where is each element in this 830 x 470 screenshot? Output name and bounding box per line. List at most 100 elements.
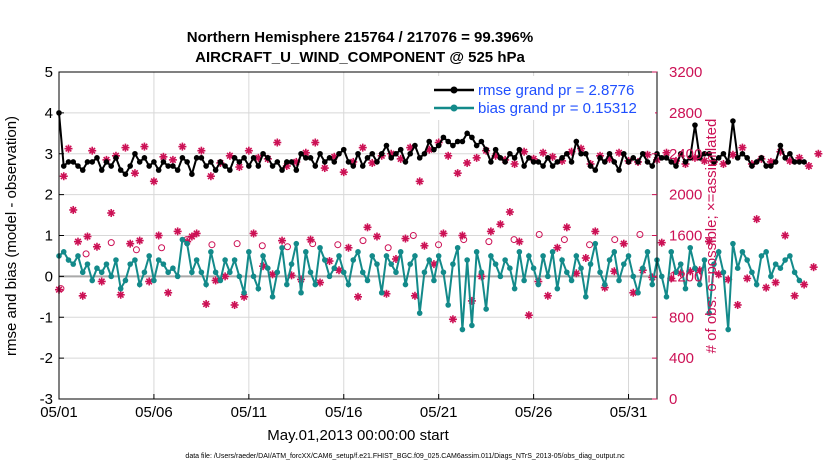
bias-point	[583, 294, 589, 300]
rmse-point	[725, 159, 731, 165]
bias-point	[265, 265, 271, 272]
rmse-point	[321, 159, 328, 165]
rmse-point	[734, 155, 741, 161]
rmse-point	[787, 150, 793, 157]
obs-assimilated-point	[159, 152, 168, 161]
y-left-tick-label: 5	[45, 64, 53, 81]
rmse-point	[383, 142, 390, 149]
rmse-point	[454, 138, 461, 145]
bias-point	[682, 285, 689, 292]
obs-assimilated-point	[690, 153, 699, 162]
obs-possible-point	[208, 241, 216, 249]
obs-assimilated-point	[154, 231, 163, 240]
rmse-point	[744, 155, 750, 161]
obs-assimilated-point	[249, 229, 258, 238]
rmse-point	[426, 138, 432, 145]
bias-point	[326, 273, 333, 280]
rmse-point	[777, 142, 784, 149]
rmse-point	[635, 159, 641, 165]
obs-possible-point	[611, 236, 619, 244]
bias-point	[203, 281, 209, 288]
rmse-point	[630, 155, 637, 161]
rmse-point	[530, 159, 537, 165]
obs-assimilated-point	[524, 311, 533, 320]
rmse-point	[526, 155, 532, 161]
obs-possible-point	[258, 242, 266, 250]
y-left-tick-label: 0	[45, 268, 53, 285]
rmse-point	[127, 163, 133, 169]
obs-assimilated-point	[714, 270, 723, 279]
rmse-point	[644, 159, 651, 165]
rmse-point	[431, 146, 437, 153]
rmse-point	[198, 155, 205, 161]
obs-assimilated-point	[178, 142, 187, 151]
rmse-point	[241, 155, 247, 161]
y-right-tick-label: 2800	[669, 105, 702, 122]
rmse-point	[597, 155, 603, 161]
bias-point	[435, 253, 442, 259]
obs-assimilated-point	[164, 288, 173, 297]
obs-possible-point	[82, 250, 90, 258]
rmse-point	[108, 163, 115, 169]
bias-point	[758, 253, 765, 259]
obs-possible-point	[409, 232, 417, 239]
bias-point	[151, 277, 157, 284]
x-axis-label: May.01,2013 00:00:00 start	[267, 427, 449, 444]
obs-assimilated-point	[358, 143, 367, 152]
bias-point	[307, 269, 314, 276]
obs-assimilated-point	[306, 235, 315, 244]
rmse-point	[94, 155, 100, 161]
obs-assimilated-point	[771, 278, 780, 287]
rmse-point	[663, 155, 670, 161]
obs-assimilated-point	[149, 177, 158, 186]
rmse-point	[397, 146, 404, 153]
bias-point	[79, 269, 86, 276]
bias-point	[255, 285, 262, 292]
y-right-tick-label: 0	[669, 391, 677, 408]
rmse-point	[369, 150, 376, 157]
rmse-point	[184, 159, 190, 165]
bias-point	[782, 257, 788, 263]
bias-point	[60, 249, 67, 255]
rmse-point	[435, 142, 442, 149]
obs-assimilated-point	[420, 241, 429, 250]
rmse-point	[753, 159, 760, 165]
bias-point	[250, 273, 257, 280]
rmse-point	[170, 163, 176, 169]
rmse-point	[136, 159, 143, 165]
rmse-point	[583, 150, 589, 157]
rmse-point	[193, 155, 200, 161]
bias-point	[388, 261, 395, 267]
bias-point	[421, 269, 428, 276]
rmse-point	[507, 150, 513, 157]
rmse-point	[151, 159, 157, 165]
rmse-point	[521, 163, 527, 169]
obs-assimilated-point	[809, 263, 818, 272]
rmse-point	[269, 163, 276, 169]
obs-assimilated-point	[363, 223, 372, 232]
rmse-point	[711, 159, 717, 165]
rmse-point	[564, 150, 570, 157]
bias-point	[317, 244, 323, 251]
rmse-point	[739, 150, 746, 157]
bias-series	[56, 236, 803, 333]
rmse-point	[720, 150, 727, 157]
bias-point	[117, 285, 124, 292]
bias-point	[725, 326, 731, 333]
obs-assimilated-point	[126, 239, 135, 248]
rmse-point	[592, 167, 599, 173]
bias-point	[75, 253, 81, 259]
bias-point	[179, 236, 186, 243]
obs-assimilated-point	[486, 227, 495, 236]
bias-point	[450, 261, 456, 267]
rmse-point	[516, 146, 523, 153]
bias-point	[170, 265, 176, 272]
y-left-tick-label: -3	[40, 391, 53, 408]
bias-point	[440, 269, 447, 276]
rmse-point	[687, 155, 694, 161]
bias-point	[564, 269, 570, 276]
bias-point	[488, 253, 494, 259]
rmse-point	[459, 138, 466, 145]
bias-point	[217, 277, 224, 284]
obs-assimilated-point	[107, 209, 116, 218]
